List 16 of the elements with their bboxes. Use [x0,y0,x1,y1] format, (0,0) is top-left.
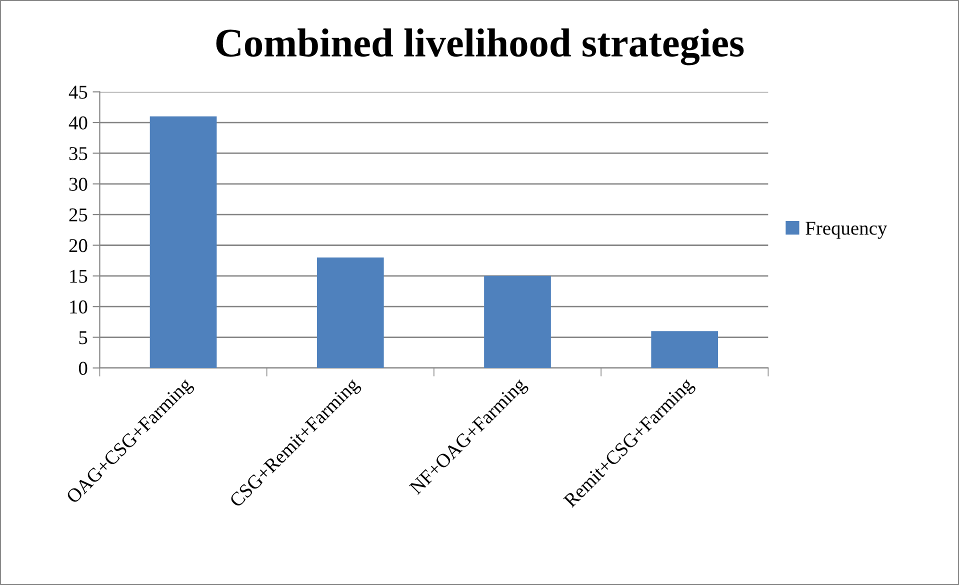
y-tick-label: 30 [69,178,88,191]
y-tick-label: 5 [79,331,88,344]
y-tick-label: 40 [68,116,88,130]
y-tick-label: 0 [78,362,88,375]
bar [651,331,718,368]
y-tick-label: 45 [68,86,88,99]
y-tick-label: 10 [70,300,88,314]
y-tick-label: 20 [69,239,88,252]
y-tick-label: 15 [70,270,88,283]
y-tick-label: 35 [69,147,88,160]
legend-label: Frequency [806,222,888,239]
bar [484,276,551,368]
bar [150,116,217,368]
y-tick-label: 25 [69,208,88,222]
bar [316,258,384,368]
chart-title: Combined livelihood strategies [216,28,744,66]
